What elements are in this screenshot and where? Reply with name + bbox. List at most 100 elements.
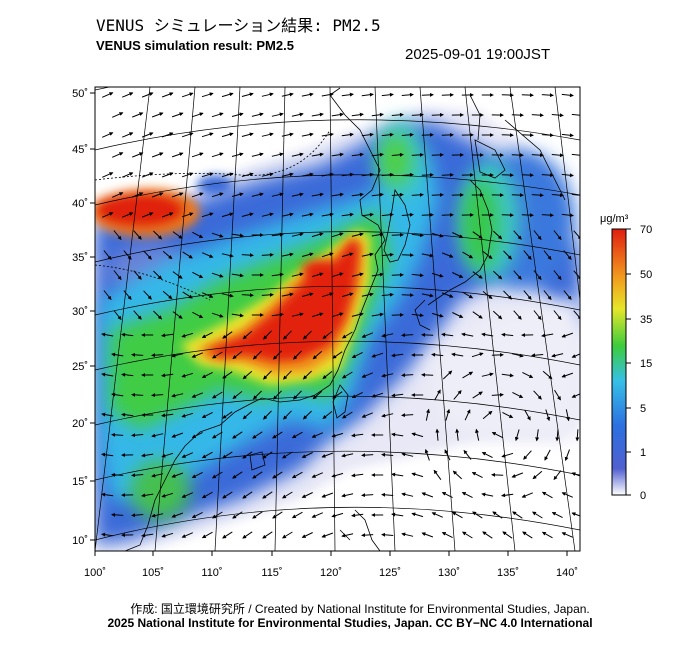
graticule (95, 87, 580, 551)
wind-arrow (441, 292, 454, 298)
wind-arrow (171, 152, 184, 158)
wind-arrow (182, 291, 193, 299)
wind-arrow (201, 212, 214, 218)
wind-arrow (161, 492, 174, 498)
wind-arrow (381, 452, 394, 457)
wind-arrow (371, 392, 384, 398)
wind-arrow (301, 132, 314, 137)
wind-arrow (291, 471, 303, 479)
wind-arrow (151, 192, 164, 198)
wind-arrow (351, 152, 364, 157)
wind-arrow (111, 352, 124, 357)
wind-arrow (435, 428, 440, 441)
wind-arrow (143, 290, 152, 300)
wind-arrow (491, 392, 504, 397)
wind-arrow (401, 212, 414, 217)
wind-arrow (311, 232, 324, 238)
wind-arrow (262, 491, 273, 499)
wind-arrow (461, 332, 474, 337)
wind-arrow (301, 452, 313, 458)
wind-arrow (312, 390, 323, 400)
wind-arrow (531, 153, 544, 158)
wind-arrow (281, 172, 294, 177)
wind-arrow (222, 451, 233, 459)
wind-arrow (181, 172, 194, 178)
wind-arrow (553, 230, 562, 241)
wind-arrow (291, 192, 304, 197)
wind-arrow (141, 453, 154, 458)
wind-arrow (133, 310, 142, 320)
wind-arrow (263, 330, 272, 340)
wind-arrow (232, 351, 243, 360)
wind-arrow (231, 313, 244, 318)
wind-arrow (212, 431, 223, 439)
wind-arrow (201, 411, 213, 419)
wind-arrow (541, 133, 554, 138)
wind-arrow (492, 310, 503, 320)
wind-arrow (421, 92, 434, 97)
lon-label: 120˚ (320, 567, 342, 579)
wind-arrow (441, 531, 453, 539)
wind-arrow (391, 152, 404, 157)
wind-arrow (191, 511, 203, 519)
wind-arrow (181, 372, 194, 378)
wind-arrow (222, 411, 233, 419)
wind-arrow (132, 112, 144, 118)
wind-arrow (513, 270, 522, 280)
colorbar-tick: 5 (640, 403, 646, 415)
wind-arrow (291, 232, 304, 237)
wind-arrow (381, 212, 394, 217)
wind-arrow (421, 372, 434, 377)
wind-arrow (122, 212, 134, 218)
wind-arrow (151, 353, 164, 358)
wind-arrow (361, 132, 374, 137)
wind-arrow (342, 371, 353, 379)
wind-arrow (411, 273, 424, 278)
credit-line: 作成: 国立環境研究所 / Created by National Instit… (130, 602, 590, 616)
wind-arrow (111, 432, 124, 437)
wind-arrow (543, 250, 552, 261)
wind-arrow (381, 532, 394, 537)
wind-arrow (281, 292, 294, 297)
wind-arrow (331, 192, 344, 197)
wind-arrow (533, 310, 542, 321)
wind-arrow (151, 513, 164, 518)
wind-arrow (451, 352, 464, 357)
wind-arrow (533, 230, 542, 241)
wind-arrow (523, 290, 532, 300)
wind-arrow (341, 292, 354, 298)
wind-arrow (331, 272, 344, 278)
wind-arrow (262, 531, 273, 539)
wind-arrow (551, 511, 563, 519)
wind-arrow (301, 92, 314, 97)
wind-arrow (151, 473, 164, 478)
wind-arrow (212, 391, 223, 399)
wind-arrow (561, 492, 573, 498)
wind-arrow (103, 290, 112, 301)
wind-arrow (411, 152, 424, 157)
wind-arrow (331, 152, 344, 157)
wind-arrow (472, 231, 483, 239)
lat-label: 20˚ (72, 418, 88, 430)
colorbar-tick: 1 (640, 447, 646, 459)
wind-arrow (321, 492, 334, 498)
wind-arrow (361, 412, 373, 418)
wind-arrow (411, 233, 424, 238)
wind-arrow (102, 172, 114, 178)
wind-arrow (571, 393, 580, 398)
wind-arrow (521, 492, 533, 498)
wind-arrow (291, 511, 303, 519)
wind-arrow (143, 250, 152, 260)
wind-arrow (161, 452, 174, 458)
wind-arrow (523, 250, 532, 260)
wind-arrow (331, 512, 344, 518)
wind-arrow (261, 212, 274, 217)
wind-arrow (162, 290, 173, 300)
wind-arrow (311, 192, 324, 197)
wind-arrow (211, 152, 224, 158)
wind-arrow (311, 432, 323, 438)
wind-arrow (502, 531, 513, 539)
wind-arrow (553, 270, 562, 281)
wind-arrow (112, 112, 124, 118)
wind-arrow (482, 410, 493, 420)
